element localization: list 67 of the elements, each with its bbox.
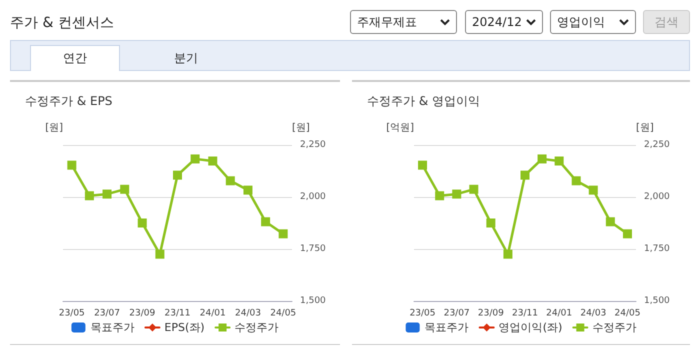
x-tick-label: 24/03 <box>234 308 261 318</box>
point <box>278 229 288 238</box>
chart-title: 수정주가 & 영업이익 <box>367 94 480 108</box>
point <box>520 170 530 180</box>
x-tick-label: 24/03 <box>580 308 606 318</box>
point <box>208 156 218 166</box>
point <box>261 217 270 226</box>
x-tick-label: 23/07 <box>94 308 120 318</box>
x-tick-label: 23/11 <box>164 308 190 318</box>
y2-tick-label: 1,500 <box>644 296 670 306</box>
search-button: 검색 <box>643 10 690 34</box>
legend-label: EPS(좌) <box>164 321 205 334</box>
y2-tick-label: 1,750 <box>300 244 326 254</box>
y2-tick-label: 2,250 <box>644 140 670 150</box>
point <box>554 156 564 166</box>
point <box>588 186 598 195</box>
point <box>226 176 235 186</box>
point <box>452 190 462 199</box>
point <box>67 160 76 170</box>
y2-tick-label: 2,000 <box>300 192 326 202</box>
x-tick-label: 24/01 <box>200 308 226 318</box>
legend-label: 목표주가 <box>90 321 134 334</box>
point <box>120 184 130 194</box>
legend-label: 목표주가 <box>424 321 469 334</box>
point <box>435 191 444 200</box>
x-tick-label: 23/05 <box>58 308 85 318</box>
point <box>572 176 581 186</box>
legend-label: 수정주가 <box>234 321 279 334</box>
legend-label: 수정주가 <box>592 321 636 334</box>
point <box>243 186 252 195</box>
point <box>173 170 182 180</box>
point <box>102 190 112 199</box>
x-tick-label: 23/05 <box>410 308 436 318</box>
y2-tick-label: 1,500 <box>300 296 326 306</box>
y2-tick-label: 2,000 <box>644 192 670 202</box>
dropdown: 2024/12 <box>465 10 543 34</box>
x-tick-label: 23/09 <box>129 308 156 318</box>
y-axis-title: [억원] <box>386 122 414 134</box>
text: 주가 & 컨센서스 <box>10 14 114 32</box>
legend-label: 영업이익(좌) <box>498 321 562 334</box>
point <box>538 154 547 164</box>
point <box>486 218 496 228</box>
x-tick-label: 24/05 <box>270 308 296 318</box>
point <box>84 191 94 200</box>
x-tick-label: 23/11 <box>512 308 538 318</box>
y2-axis-title: [원] <box>636 122 654 134</box>
point <box>155 250 164 259</box>
point <box>622 229 632 238</box>
chart-title: 수정주가 & EPS <box>25 94 112 108</box>
dropdown: 영업이익 <box>550 10 636 34</box>
y2-tick-label: 1,750 <box>644 244 670 254</box>
point <box>190 154 200 164</box>
x-tick-label: 23/07 <box>444 308 470 318</box>
text: 분기 <box>173 50 199 66</box>
y2-axis-title: [원] <box>292 122 310 134</box>
point <box>138 218 147 228</box>
x-tick-label: 24/01 <box>546 308 572 318</box>
y-axis-title: [원] <box>45 122 64 134</box>
point <box>503 250 512 259</box>
text: 연간 <box>30 45 120 71</box>
dropdown: 주재무제표 <box>350 10 457 34</box>
x-tick-label: 24/05 <box>614 308 640 318</box>
point <box>469 184 478 194</box>
point <box>418 160 428 170</box>
y2-tick-label: 2,250 <box>300 140 326 150</box>
point <box>606 217 615 226</box>
x-tick-label: 23/09 <box>478 308 504 318</box>
